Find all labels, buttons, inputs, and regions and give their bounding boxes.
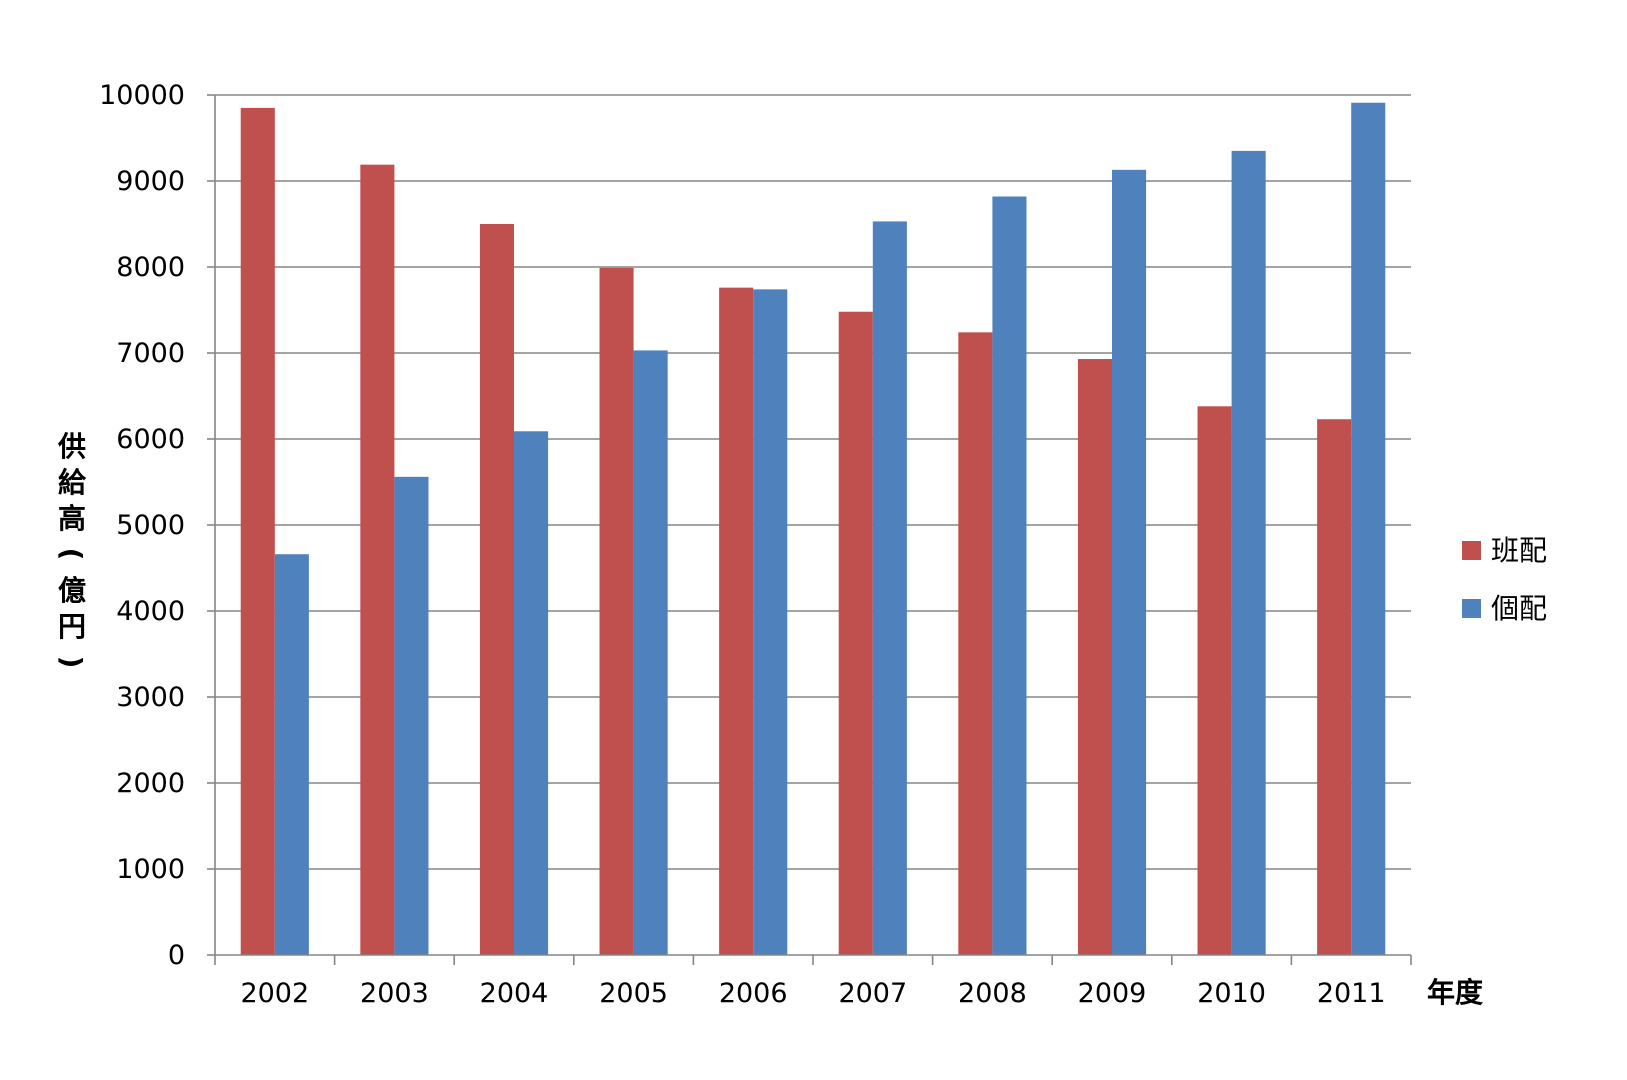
- y-tick-label: 7000: [116, 338, 185, 369]
- x-tick-label: 2003: [360, 978, 429, 1009]
- y-tick-label: 2000: [116, 768, 185, 799]
- x-tick-label: 2010: [1197, 978, 1266, 1009]
- y-axis-title-char: 高: [58, 502, 86, 535]
- bar-kohai-2004: [514, 431, 549, 955]
- x-tick-label: 2002: [240, 978, 309, 1009]
- x-tick-label: 2008: [958, 978, 1027, 1009]
- y-axis-title-char: 供: [57, 430, 86, 463]
- bar-hanpai-2003: [360, 164, 395, 955]
- y-tick-label: 6000: [116, 424, 185, 455]
- bar-kohai-2009: [1112, 169, 1147, 955]
- bar-kohai-2007: [872, 221, 907, 956]
- legend-label-kohai: 個配: [1491, 592, 1547, 625]
- legend-label-hanpai: 班配: [1491, 534, 1547, 567]
- y-axis-title-char: 円: [58, 610, 86, 643]
- y-tick-label: 4000: [116, 596, 185, 627]
- y-axis-title-char: (: [55, 548, 88, 561]
- x-tick-label: 2006: [719, 978, 788, 1009]
- bar-kohai-2008: [992, 196, 1027, 956]
- bar-hanpai-2008: [958, 332, 993, 955]
- bar-hanpai-2009: [1077, 359, 1112, 955]
- bar-kohai-2011: [1351, 102, 1386, 956]
- bar-kohai-2010: [1231, 150, 1266, 955]
- y-tick-label: 1000: [116, 854, 185, 885]
- bar-kohai-2005: [633, 350, 668, 955]
- y-axis-title-char: 億: [58, 574, 86, 607]
- x-tick-label: 2007: [838, 978, 907, 1009]
- x-tick-label: 2004: [480, 978, 549, 1009]
- bar-kohai-2003: [394, 476, 429, 955]
- tick-labels: 0 1000 2000 3000 4000 5000 6000 7000 8000 9000 100…: [99, 80, 1385, 1009]
- legend-swatch-hanpai: [1462, 541, 1481, 560]
- y-tick-label: 3000: [116, 682, 185, 713]
- bar-hanpai-2004: [479, 224, 514, 955]
- legend-swatch-kohai: [1462, 599, 1481, 618]
- y-axis-title-char: 給: [58, 466, 87, 499]
- legend: 班配 個配: [1462, 534, 1547, 625]
- y-axis-title-char: ): [55, 656, 88, 669]
- x-tick-label: 2009: [1078, 978, 1147, 1009]
- x-axis-title: 年度: [1427, 976, 1483, 1009]
- bars: [240, 102, 1386, 956]
- bar-hanpai-2006: [719, 287, 754, 955]
- bar-hanpai-2010: [1197, 406, 1232, 955]
- y-tick-label: 8000: [116, 252, 185, 283]
- y-axis-title: 供給高 ( 億円): [55, 430, 88, 668]
- bar-kohai-2002: [274, 554, 309, 955]
- bar-kohai-2006: [753, 289, 788, 955]
- axes: [207, 94, 1412, 965]
- bar-hanpai-2002: [240, 107, 275, 955]
- bar-hanpai-2005: [599, 267, 634, 955]
- y-tick-label: 0: [168, 940, 185, 971]
- y-tick-label: 10000: [99, 80, 185, 111]
- x-tick-label: 2005: [599, 978, 668, 1009]
- y-tick-label: 5000: [116, 510, 185, 541]
- bar-hanpai-2011: [1317, 419, 1352, 956]
- y-tick-label: 9000: [116, 166, 185, 197]
- bar-hanpai-2007: [838, 311, 873, 956]
- x-tick-label: 2011: [1317, 978, 1386, 1009]
